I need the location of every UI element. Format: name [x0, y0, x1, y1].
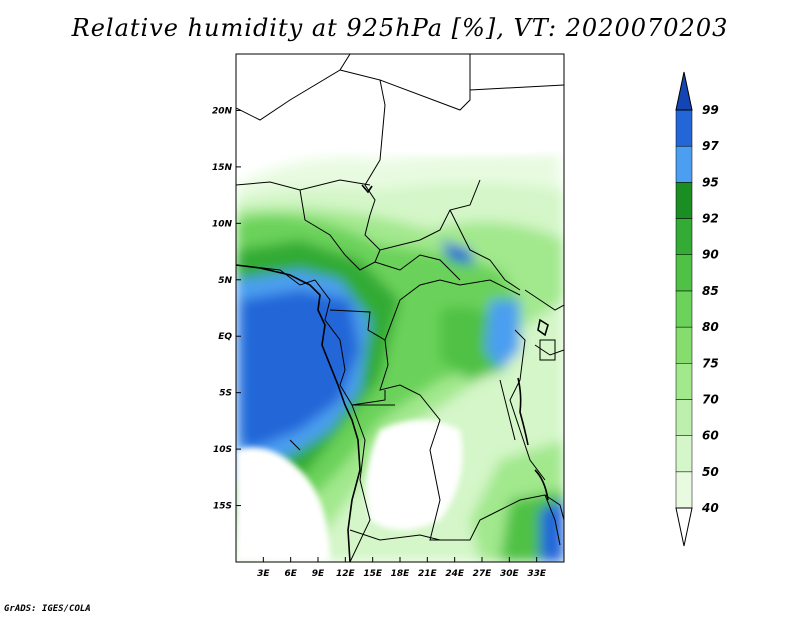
colorbar-segment — [675, 218, 693, 255]
lon-tick-label: 21E — [418, 569, 438, 579]
colorbar: 40 50 60 70 75 80 85 90 92 95 97 99 — [675, 71, 719, 547]
colorbar-level-label: 70 — [702, 392, 719, 406]
colorbar-level-label: 80 — [702, 320, 719, 334]
lon-tick-label: 12E — [336, 569, 356, 579]
colorbar-level-label: 50 — [702, 465, 719, 479]
grads-credit: GrADS: IGES/COLA — [4, 604, 91, 614]
colorbar-segment — [675, 326, 693, 364]
colorbar-level-label: 99 — [702, 103, 719, 117]
colorbar-level-label: 75 — [702, 356, 719, 370]
africa-coastline — [235, 264, 361, 563]
lon-tick-label: 33E — [527, 569, 547, 579]
colorbar-level-label: 60 — [702, 429, 719, 443]
colorbar-segment — [675, 471, 693, 509]
lon-tick-label: 30E — [500, 569, 520, 579]
colorbar-segment — [675, 109, 693, 147]
lat-tick-label: 10S — [213, 445, 232, 455]
lakes — [361, 184, 549, 501]
lat-tick-label: 15S — [213, 502, 232, 512]
lon-tick-label: 24E — [445, 569, 465, 579]
lon-tick-label: 18E — [391, 569, 411, 579]
colorbar-top-triangle-icon — [675, 71, 693, 111]
lat-tick-label: 20N — [212, 106, 233, 116]
colorbar-segment — [675, 254, 693, 292]
colorbar-bottom-triangle-icon — [675, 507, 693, 547]
lat-tick-label: 5S — [219, 389, 232, 399]
lat-tick-label: EQ — [218, 332, 232, 342]
colorbar-segment — [675, 182, 693, 219]
colorbar-level-label: 92 — [702, 212, 719, 226]
colorbar-segment — [675, 435, 693, 473]
lon-tick-label: 3E — [257, 569, 270, 579]
lat-tick-label: 10N — [212, 219, 233, 229]
country-borders — [236, 54, 564, 562]
colorbar-level-label: 90 — [702, 248, 719, 262]
colorbar-segment — [675, 399, 693, 436]
colorbar-level-label: 97 — [702, 139, 719, 153]
lon-tick-label: 27E — [473, 569, 493, 579]
lon-tick-label: 15E — [363, 569, 383, 579]
colorbar-segment — [675, 290, 693, 328]
latitude-axis: 20N 15N 10N 5N EQ 5S 10S 15S — [212, 106, 241, 512]
longitude-axis: 3E 6E 9E 12E 15E 18E 21E 24E 27E 30E 33E — [257, 557, 547, 579]
lat-tick-label: 15N — [212, 163, 233, 173]
humidity-field — [236, 54, 564, 562]
colorbar-segment — [675, 363, 693, 400]
lat-tick-label: 5N — [218, 276, 232, 286]
colorbar-level-label: 40 — [701, 501, 719, 515]
colorbar-level-label: 85 — [702, 284, 719, 298]
colorbar-level-label: 95 — [702, 175, 719, 189]
lon-tick-label: 6E — [284, 569, 297, 579]
map-title: Relative humidity at 925hPa [%], VT: 202… — [71, 14, 729, 42]
lon-tick-label: 9E — [312, 569, 325, 579]
colorbar-segment — [675, 145, 693, 183]
